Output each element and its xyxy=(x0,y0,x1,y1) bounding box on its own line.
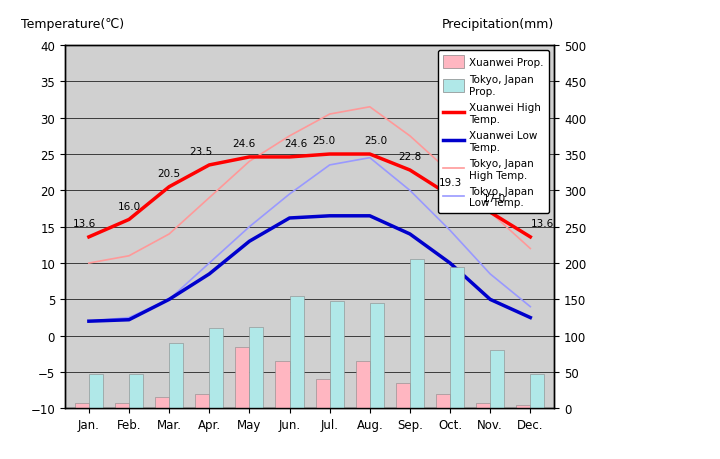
Bar xyxy=(89,374,103,409)
Text: 24.6: 24.6 xyxy=(284,139,307,149)
Text: 25.0: 25.0 xyxy=(364,136,387,146)
Bar xyxy=(75,403,89,409)
Bar xyxy=(169,343,183,409)
Bar xyxy=(115,403,129,409)
Text: 22.8: 22.8 xyxy=(398,152,421,162)
Text: 17.0: 17.0 xyxy=(482,194,505,204)
Bar xyxy=(356,361,370,409)
Text: 23.5: 23.5 xyxy=(189,147,213,157)
Text: 13.6: 13.6 xyxy=(73,218,96,229)
Bar xyxy=(155,397,169,409)
Text: 13.6: 13.6 xyxy=(531,218,554,229)
Text: Precipitation(mm): Precipitation(mm) xyxy=(442,18,554,31)
Bar xyxy=(289,296,304,409)
Bar xyxy=(370,303,384,409)
Text: Temperature(℃): Temperature(℃) xyxy=(21,18,124,31)
Bar xyxy=(276,361,289,409)
Bar xyxy=(476,403,490,409)
Legend: Xuanwei Prop., Tokyo, Japan
Prop., Xuanwei High
Temp., Xuanwei Low
Temp., Tokyo,: Xuanwei Prop., Tokyo, Japan Prop., Xuanw… xyxy=(438,51,549,213)
Bar xyxy=(490,351,504,409)
Bar xyxy=(195,394,210,409)
Bar xyxy=(516,405,531,409)
Bar xyxy=(410,260,424,409)
Text: 20.5: 20.5 xyxy=(158,168,181,179)
Bar xyxy=(129,374,143,409)
Text: 16.0: 16.0 xyxy=(117,202,140,211)
Bar xyxy=(531,374,544,409)
Bar xyxy=(315,380,330,409)
Bar xyxy=(235,347,249,409)
Bar xyxy=(450,267,464,409)
Text: 19.3: 19.3 xyxy=(438,177,462,187)
Bar xyxy=(210,329,223,409)
Bar xyxy=(330,301,343,409)
Bar xyxy=(249,327,264,409)
Text: 24.6: 24.6 xyxy=(232,139,255,149)
Bar xyxy=(436,394,450,409)
Text: 25.0: 25.0 xyxy=(312,136,336,146)
Bar xyxy=(396,383,410,409)
